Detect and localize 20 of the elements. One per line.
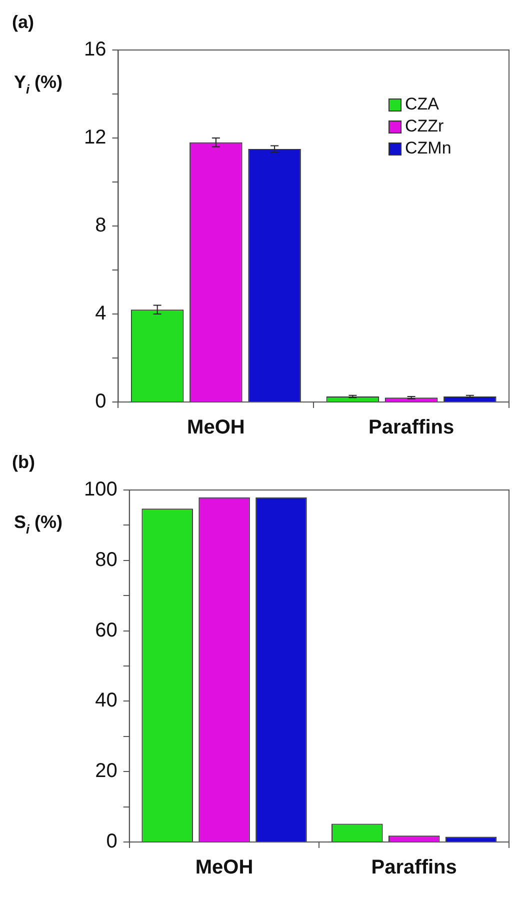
x-tick-label: MeOH (187, 416, 245, 439)
x-tick-label: MeOH (195, 856, 254, 879)
y-tick-label: 0 (95, 390, 106, 413)
chart-title: (b) (12, 452, 35, 472)
y-tick-label: 8 (95, 214, 106, 237)
legend-label: CZA (405, 94, 440, 114)
x-tick-label: Paraffins (371, 856, 457, 879)
y-tick-label: 0 (106, 830, 118, 853)
y-tick-label: 40 (95, 690, 118, 712)
y-tick-label: 20 (95, 760, 118, 782)
y-tick-label: 100 (84, 478, 118, 501)
y-tick-label: 80 (95, 548, 118, 571)
y-tick-label: 60 (95, 619, 118, 642)
x-tick-label: Paraffins (368, 416, 454, 439)
chart-title: (a) (12, 12, 34, 32)
legend-label: CZZr (405, 116, 444, 136)
y-tick-label: 16 (84, 38, 106, 61)
y-tick-label: 12 (84, 126, 106, 149)
legend-label: CZMn (405, 138, 452, 158)
y-tick-label: 4 (95, 302, 106, 325)
